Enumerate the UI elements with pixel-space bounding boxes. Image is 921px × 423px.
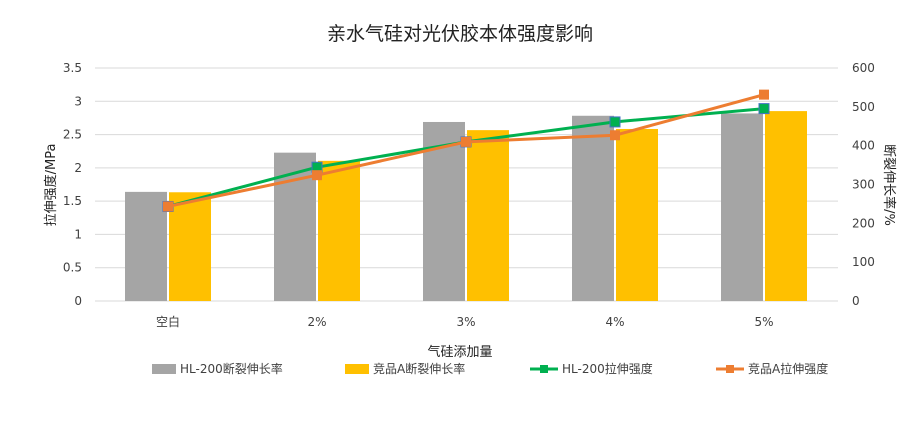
bar-competitor-elongation bbox=[169, 192, 211, 301]
x-axis-label: 气硅添加量 bbox=[427, 344, 492, 360]
bar-competitor-elongation bbox=[616, 128, 658, 301]
legend-label: 竞品A断裂伸长率 bbox=[373, 361, 465, 376]
y-left-tick-label: 2 bbox=[74, 161, 82, 175]
y-right-tick-label: 600 bbox=[852, 61, 875, 75]
data-point-marker bbox=[759, 89, 769, 100]
x-tick-label: 2% bbox=[307, 315, 326, 329]
x-tick-label: 4% bbox=[605, 315, 624, 329]
y-left-tick-label: 3 bbox=[74, 94, 82, 108]
y-left-tick-label: 1.5 bbox=[63, 194, 82, 208]
data-point-marker bbox=[312, 170, 322, 181]
y-left-tick-label: 1 bbox=[74, 227, 82, 241]
bar-hl200-elongation bbox=[125, 191, 167, 301]
chart-title: 亲水气硅对光伏胶本体强度影响 bbox=[327, 23, 593, 45]
legend-label: 竞品A拉伸强度 bbox=[748, 361, 828, 376]
legend-swatch bbox=[152, 364, 176, 374]
legend-label: HL-200拉伸强度 bbox=[562, 361, 653, 376]
bar-competitor-elongation bbox=[318, 160, 360, 301]
bar-hl200-elongation bbox=[423, 121, 465, 301]
data-point-marker bbox=[163, 201, 173, 212]
bar-hl200-elongation bbox=[572, 115, 614, 301]
legend-swatch bbox=[345, 364, 369, 374]
y-left-tick-label: 3.5 bbox=[63, 61, 82, 75]
data-point-marker bbox=[758, 103, 770, 115]
y-right-tick-label: 300 bbox=[852, 178, 875, 192]
y-right-tick-label: 100 bbox=[852, 255, 875, 269]
y-right-tick-label: 500 bbox=[852, 100, 875, 114]
x-tick-label: 3% bbox=[456, 315, 475, 329]
y-axis-left-label: 拉伸强度/MPa bbox=[43, 144, 59, 227]
data-point-marker bbox=[461, 136, 471, 147]
line-competitor-strength bbox=[167, 93, 765, 208]
bar-hl200-elongation bbox=[274, 152, 316, 301]
y-axis-right-label: 断裂伸长率/% bbox=[881, 144, 897, 226]
x-tick-label: 5% bbox=[754, 315, 773, 329]
bar-hl200-elongation bbox=[721, 113, 763, 301]
legend: HL-200断裂伸长率 竞品A断裂伸长率 HL-200拉伸强度 竞品A拉伸强度 bbox=[152, 361, 828, 376]
legend-marker bbox=[540, 365, 548, 373]
y-left-tick-label: 0.5 bbox=[63, 261, 82, 275]
data-point-marker bbox=[609, 116, 621, 128]
y-right-tick-label: 200 bbox=[852, 216, 875, 230]
bar-competitor-elongation bbox=[467, 130, 509, 301]
x-tick-label: 空白 bbox=[156, 314, 180, 329]
y-right-tick-label: 0 bbox=[852, 294, 860, 308]
legend-marker bbox=[726, 365, 734, 373]
line-hl200-strength bbox=[167, 107, 765, 208]
y-right-tick-label: 400 bbox=[852, 139, 875, 153]
y-left-tick-label: 2.5 bbox=[63, 128, 82, 142]
bar-competitor-elongation bbox=[765, 111, 807, 301]
data-point-marker bbox=[610, 130, 620, 141]
y-left-tick-label: 0 bbox=[74, 294, 82, 308]
legend-label: HL-200断裂伸长率 bbox=[180, 361, 283, 376]
